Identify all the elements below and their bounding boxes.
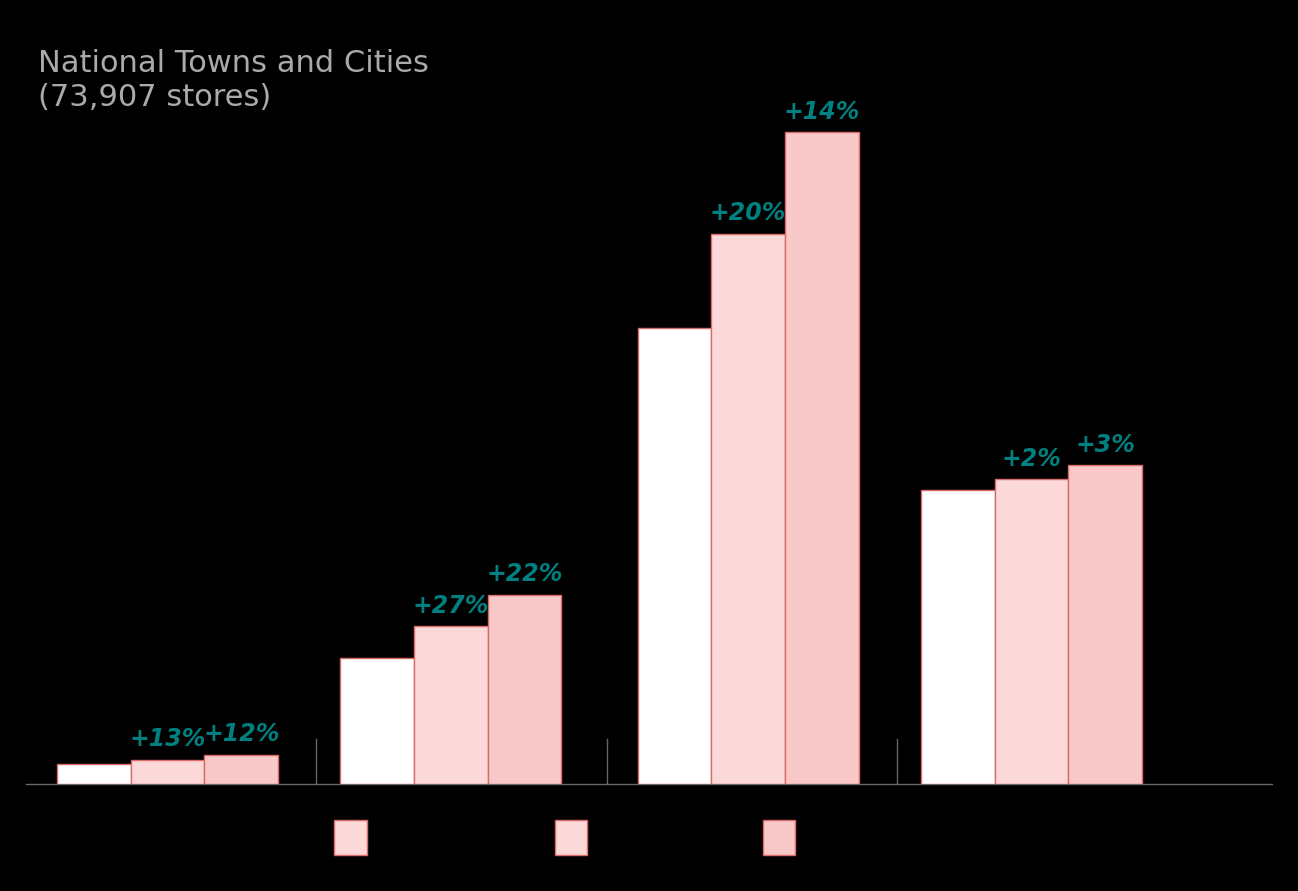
Bar bbox=[994, 479, 1068, 784]
Text: +22%: +22% bbox=[487, 562, 562, 586]
Text: +20%: +20% bbox=[710, 201, 787, 225]
Bar bbox=[785, 132, 858, 784]
Text: +13%: +13% bbox=[130, 727, 206, 751]
Text: National Towns and Cities
(73,907 stores): National Towns and Cities (73,907 stores… bbox=[39, 49, 430, 112]
Bar bbox=[204, 755, 278, 784]
Text: +14%: +14% bbox=[784, 100, 861, 124]
Text: +3%: +3% bbox=[1075, 433, 1134, 456]
Bar bbox=[711, 233, 785, 784]
Bar bbox=[920, 489, 994, 784]
Text: +27%: +27% bbox=[413, 594, 489, 617]
Bar bbox=[637, 328, 711, 784]
Bar bbox=[131, 759, 204, 784]
Bar bbox=[1068, 465, 1142, 784]
Bar bbox=[488, 595, 561, 784]
Bar bbox=[340, 658, 414, 784]
Text: +2%: +2% bbox=[1001, 446, 1062, 470]
Bar bbox=[414, 626, 488, 784]
Text: +12%: +12% bbox=[202, 723, 279, 747]
Bar bbox=[57, 764, 131, 784]
